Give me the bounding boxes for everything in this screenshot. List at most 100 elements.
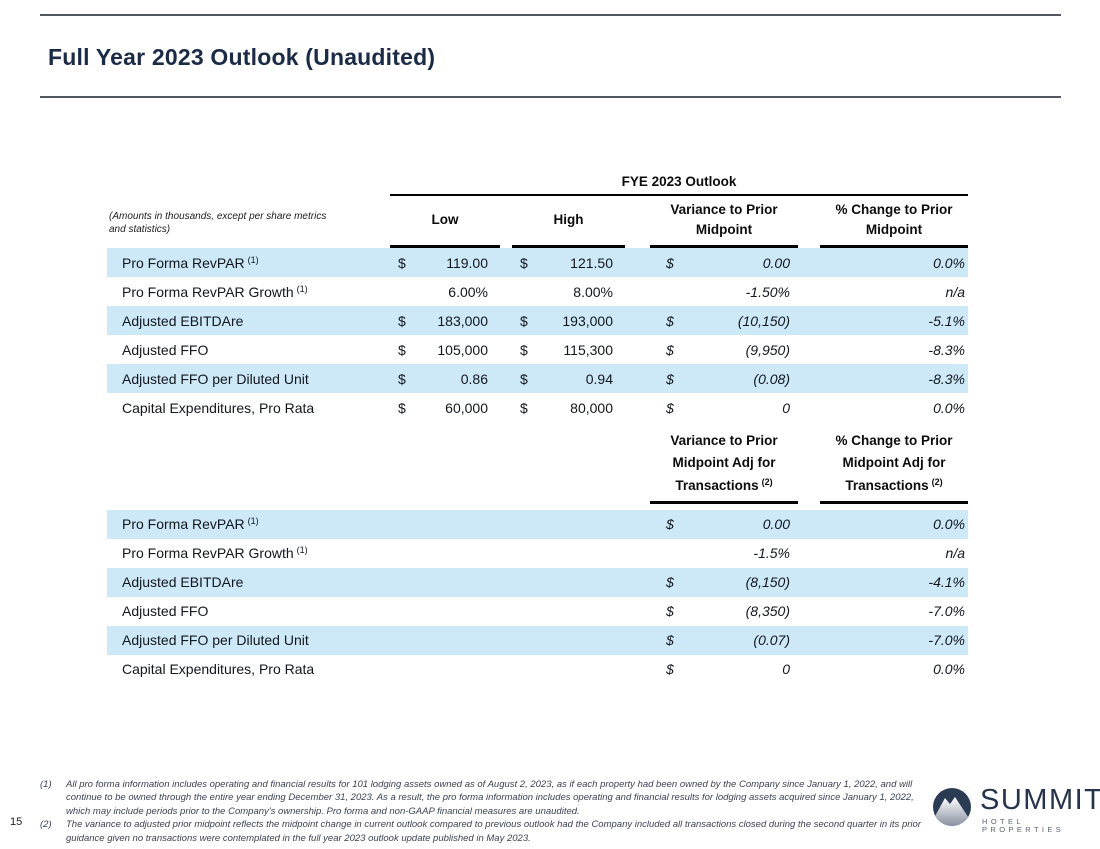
low-value: $0.86 [398,370,488,387]
low-value: $119.00 [398,254,488,271]
amounts-note: (Amounts in thousands, except per share … [109,210,327,236]
footnote-1: (1) All pro forma information includes o… [40,778,922,818]
variance-value: $ (10,150) [666,312,790,329]
footnote-2: (2) The variance to adjusted prior midpo… [40,818,922,845]
footnote-marker: (1) [40,779,52,790]
table-row: Adjusted EBITDAre $ (8,150) -4.1% [107,567,968,597]
table-body: Pro Forma RevPAR (1) $119.00 $121.50 $0.0… [107,248,968,422]
pct-change-value: -7.0% [928,603,965,620]
dollar-sign: $ [666,254,674,271]
footnote-marker: (2) [40,819,52,831]
dollar-sign: $ [666,516,674,533]
pct-change-value: 0.0% [933,399,965,416]
table-row: Pro Forma RevPAR (1) $119.00 $121.50 $0.0… [107,248,968,277]
footnote-ref: (1) [296,283,308,294]
row-label: Pro Forma RevPAR (1) [122,254,259,271]
title-divider [40,96,1061,98]
table-row: Adjusted FFO per Diluted Unit $ (0.07) -7… [107,625,968,655]
dollar-sign: $ [666,312,674,329]
variance-value: $ (9,950) [666,341,790,358]
column-header-low: Low [390,198,500,248]
table-row: Adjusted FFO $105,000 $115,300 $ (9,950) … [107,335,968,364]
variance-value: $ (8,350) [666,603,790,620]
pct-change-value: 0.0% [933,516,965,533]
logo-name: SUMMIT [980,784,1100,816]
dollar-sign: $ [666,661,674,678]
table-row: Pro Forma RevPAR (1) $0.00 0.0% [107,509,968,539]
group-header-row: FYE 2023 Outlook [107,170,968,196]
dollar-sign: $ [398,312,406,329]
low-value: $60,000 [398,399,488,416]
adjusted-variance-table: Variance to Prior Midpoint Adj for Trans… [107,430,968,684]
dollar-sign: $ [666,399,674,416]
column-header-variance-adj-transactions: Variance to Prior Midpoint Adj for Trans… [650,430,798,504]
dollar-sign: $ [398,370,406,387]
column-header-row: (Amounts in thousands, except per share … [107,198,968,248]
dollar-sign: $ [666,370,674,387]
footnote-text: All pro forma information includes opera… [66,779,914,817]
variance-value: $0.00 [666,516,790,533]
column-header-high: High [512,198,625,248]
dollar-sign: $ [398,254,406,271]
table-row: Pro Forma RevPAR Growth (1) 6.00% 8.00% -… [107,277,968,306]
row-label: Adjusted FFO [122,341,209,358]
footnote-ref: (1) [247,516,259,527]
low-value: $183,000 [398,312,488,329]
pct-change-value: n/a [945,545,965,562]
high-value: 8.00% [573,283,613,300]
high-value: $193,000 [520,312,613,329]
dollar-sign: $ [520,254,528,271]
variance-value: $0.00 [666,254,790,271]
dollar-sign: $ [398,341,406,358]
page-title: Full Year 2023 Outlook (Unaudited) [48,44,436,70]
summit-logo: SUMMIT HOTEL PROPERTIES [932,786,1100,833]
dollar-sign: $ [520,341,528,358]
variance-value: -1.5% [753,545,790,562]
dollar-sign: $ [520,312,528,329]
table-row: Pro Forma RevPAR Growth (1) -1.5% n/a [107,539,968,568]
row-label: Adjusted FFO per Diluted Unit [122,370,309,387]
pct-change-value: -8.3% [928,341,965,358]
pct-change-value: -5.1% [928,312,965,329]
dollar-sign: $ [520,399,528,416]
column-header-pct-change-adj-transactions: % Change to Prior Midpoint Adj for Trans… [820,430,968,504]
high-value: $0.94 [520,370,613,387]
footnote-ref: (2) [931,476,943,487]
pct-change-value: -7.0% [928,632,965,649]
column-header-pct-change: % Change to Prior Midpoint [820,198,968,248]
row-label: Adjusted FFO [122,603,209,620]
row-label: Adjusted EBITDAre [122,574,244,591]
logo-tagline: HOTEL PROPERTIES [982,817,1065,834]
dollar-sign: $ [520,370,528,387]
low-value: $105,000 [398,341,488,358]
footnote-ref: (1) [247,254,259,265]
row-label: Adjusted FFO per Diluted Unit [122,632,309,649]
high-value: $121.50 [520,254,613,271]
pct-change-value: -8.3% [928,370,965,387]
table-row: Adjusted EBITDAre $183,000 $193,000 $ (10… [107,306,968,335]
dollar-sign: $ [666,341,674,358]
table-row: Capital Expenditures, Pro Rata $0 0.0% [107,655,968,684]
top-divider [40,14,1061,16]
column-header-variance: Variance to Prior Midpoint [650,198,798,248]
group-header-fye-2023-outlook: FYE 2023 Outlook [390,170,968,196]
footnote-ref: (2) [761,476,773,487]
table-row: Capital Expenditures, Pro Rata $60,000 $… [107,393,968,422]
pct-change-value: 0.0% [933,661,965,678]
footnote-text: The variance to adjusted prior midpoint … [66,819,921,844]
dollar-sign: $ [666,632,674,649]
row-label: Capital Expenditures, Pro Rata [122,661,315,678]
table-row: Adjusted FFO $ (8,350) -7.0% [107,597,968,626]
column-header-row: Variance to Prior Midpoint Adj for Trans… [107,430,968,504]
footnotes: (1) All pro forma information includes o… [40,778,922,845]
pct-change-value: -4.1% [928,574,965,591]
variance-value: $0 [666,661,790,678]
row-label: Pro Forma RevPAR (1) [122,516,259,533]
row-label: Capital Expenditures, Pro Rata [122,399,315,416]
row-label: Adjusted EBITDAre [122,312,244,329]
variance-value: $ (0.07) [666,632,790,649]
fye-outlook-table: FYE 2023 Outlook (Amounts in thousands, … [107,170,968,422]
variance-value: $0 [666,399,790,416]
pct-change-value: 0.0% [933,254,965,271]
table-row: Adjusted FFO per Diluted Unit $0.86 $0.9… [107,364,968,393]
